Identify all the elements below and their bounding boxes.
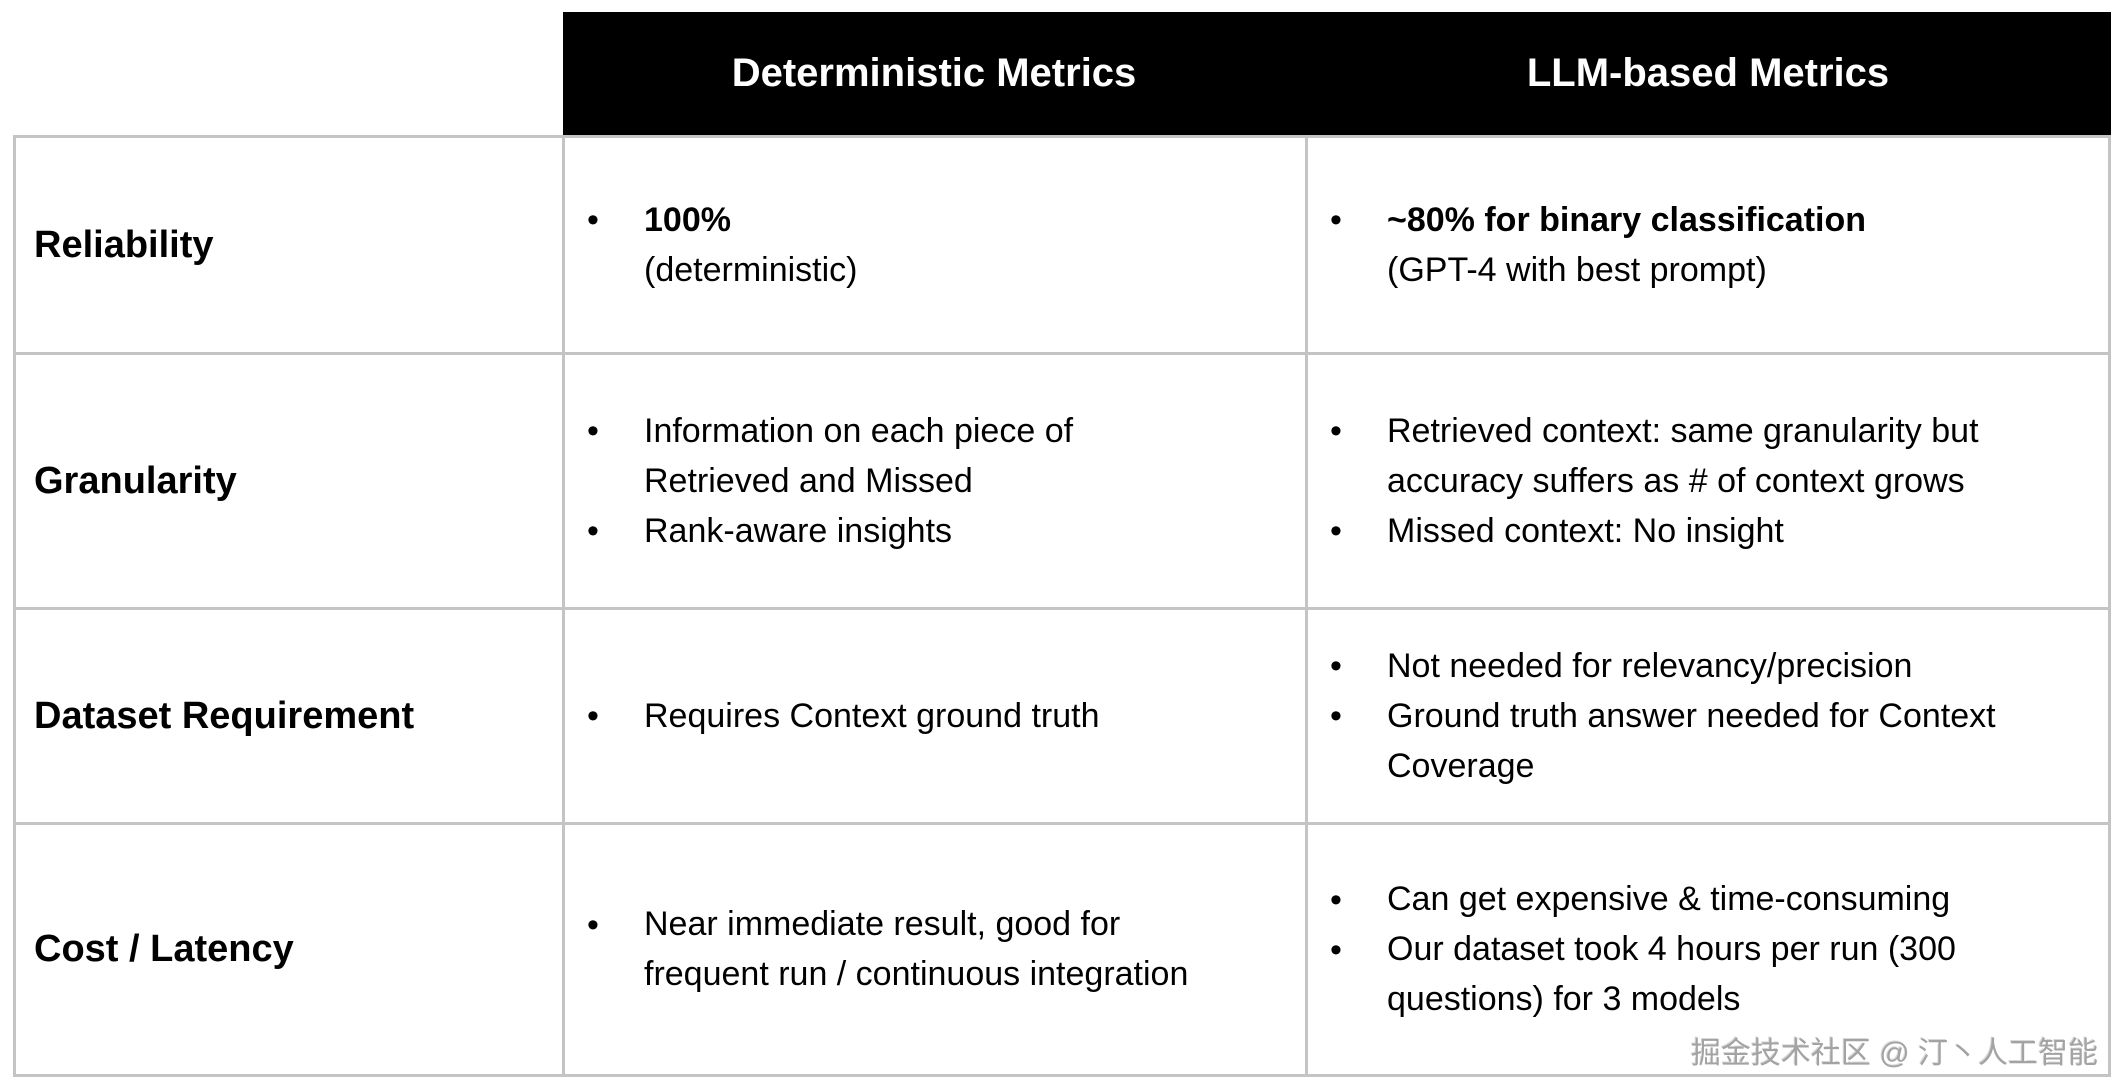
bullet-text: Rank-aware insights (644, 511, 953, 550)
bullet-text: Requires Context ground truth (644, 696, 1100, 735)
bullet-icon: • (587, 697, 599, 735)
bullet-icon: • (587, 201, 599, 239)
row-label-cell-dataset-requirement: Dataset Requirement (16, 610, 565, 825)
bullet-text: Retrieved context: same granularity but (1387, 411, 1979, 450)
bullet-text: (deterministic) (644, 250, 858, 289)
bullet-text: Not needed for relevancy/precision (1387, 646, 1913, 685)
bullet-item-continuation: (GPT-4 with best prompt) (1330, 245, 2108, 295)
bullet-text: Ground truth answer needed for Context (1387, 696, 1996, 735)
bullet-item-continuation: accuracy suffers as # of context grows (1330, 456, 2108, 506)
bullet-item: • Our dataset took 4 hours per run (300 (1330, 925, 2108, 975)
bullet-icon: • (1330, 412, 1342, 450)
bullet-icon: • (587, 512, 599, 550)
bullet-text: frequent run / continuous integration (644, 955, 1189, 993)
bullet-item: • Retrieved context: same granularity but (1330, 406, 2108, 456)
row-label-cell-cost-latency: Cost / Latency (16, 825, 565, 1074)
header-deterministic-metrics: Deterministic Metrics (731, 51, 1137, 95)
bullet-icon: • (1330, 201, 1342, 239)
bullet-icon: • (1330, 880, 1342, 919)
bullet-icon: • (587, 412, 599, 450)
row-label: Granularity (34, 459, 237, 502)
row-label: Dataset Requirement (34, 694, 415, 737)
bullet-text: Can get expensive & time-consuming (1387, 880, 1951, 918)
comparison-table: Reliability • 100% (deterministic) • ~80% for… (13, 135, 2111, 1077)
bullet-item: • Information on each piece of (587, 406, 1305, 456)
cell-deterministic-dataset-requirement: • Requires Context ground truth (565, 610, 1308, 825)
bullet-text: Retrieved and Missed (644, 461, 973, 500)
bullet-text: Coverage (1387, 746, 1535, 785)
row-label: Reliability (34, 223, 214, 266)
bullet-text: questions) for 3 models (1387, 980, 1741, 1018)
bullet-item: • ~80% for binary classification (1330, 195, 2108, 245)
bullet-text: 100% (644, 200, 731, 239)
bullet-item: • 100% (587, 195, 1305, 245)
bullet-item-continuation: questions) for 3 models (1330, 975, 2108, 1025)
bullet-text: ~80% for binary classification (1387, 200, 1867, 239)
row-label: Cost / Latency (34, 928, 294, 970)
bullet-text: Information on each piece of (644, 411, 1074, 450)
bullet-item: • Missed context: No insight (1330, 506, 2108, 556)
bullet-item-continuation: frequent run / continuous integration (587, 950, 1305, 1000)
cell-deterministic-reliability: • 100% (deterministic) (565, 138, 1308, 355)
bullet-text: accuracy suffers as # of context grows (1387, 461, 1965, 500)
bullet-item: • Ground truth answer needed for Context (1330, 691, 2108, 741)
row-label-cell-reliability: Reliability (16, 138, 565, 355)
cell-llm-reliability: • ~80% for binary classification (GPT-4 wi… (1308, 138, 2108, 355)
bullet-item-continuation: Coverage (1330, 741, 2108, 791)
bullet-icon: • (1330, 647, 1342, 685)
bullet-text: Near immediate result, good for (644, 905, 1121, 943)
watermark-text: 掘金技术社区 @ 汀丶人工智能 (1690, 1037, 2098, 1070)
table-header-band: Deterministic Metrics LLM-based Metrics (563, 12, 2111, 135)
bullet-item: • Requires Context ground truth (587, 691, 1305, 741)
bullet-text: Missed context: No insight (1387, 511, 1784, 550)
cell-llm-cost-latency: • Can get expensive & time-consuming • Our … (1308, 825, 2108, 1074)
bullet-icon: • (1330, 512, 1342, 550)
bullet-item: • Not needed for relevancy/precision (1330, 641, 2108, 691)
bullet-item-continuation: (deterministic) (587, 245, 1305, 295)
cell-deterministic-cost-latency: • Near immediate result, good for frequent… (565, 825, 1308, 1074)
bullet-item: • Can get expensive & time-consuming (1330, 875, 2108, 925)
bullet-item-continuation: Retrieved and Missed (587, 456, 1305, 506)
bullet-item: • Near immediate result, good for (587, 900, 1305, 950)
bullet-icon: • (1330, 930, 1342, 969)
bullet-icon: • (1330, 697, 1342, 735)
cell-llm-granularity: • Retrieved context: same granularity but… (1308, 355, 2108, 610)
header-llm-based-metrics: LLM-based Metrics (1526, 51, 1890, 95)
row-label-cell-granularity: Granularity (16, 355, 565, 610)
cell-llm-dataset-requirement: • Not needed for relevancy/precision • Grou… (1308, 610, 2108, 825)
bullet-text: (GPT-4 with best prompt) (1387, 250, 1767, 289)
bullet-icon: • (587, 905, 599, 944)
bullet-text: Our dataset took 4 hours per run (300 (1387, 930, 1956, 968)
bullet-item: • Rank-aware insights (587, 506, 1305, 556)
cell-deterministic-granularity: • Information on each piece of Retrieved a… (565, 355, 1308, 610)
